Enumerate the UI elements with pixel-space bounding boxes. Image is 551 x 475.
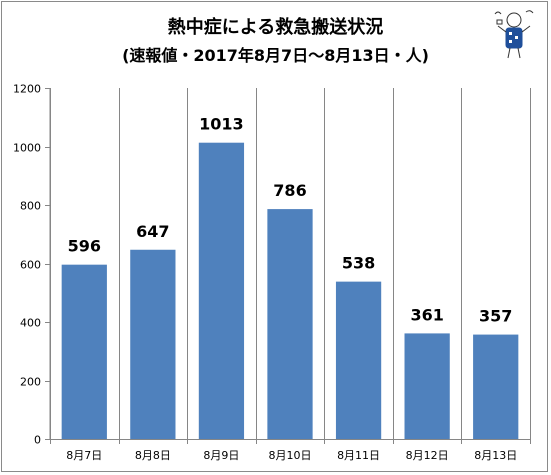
- y-tick-label: 600: [20, 259, 41, 272]
- bar: [473, 334, 519, 439]
- bar: [267, 209, 313, 439]
- data-label: 647: [136, 222, 169, 241]
- bar: [404, 333, 450, 439]
- data-label: 1013: [199, 115, 244, 134]
- y-tick-label: 1200: [13, 83, 41, 96]
- chart-subtitle: (速報値・2017年8月7日～8月13日・人): [122, 46, 429, 65]
- bar: [198, 142, 245, 439]
- x-tick-label: 8月10日: [269, 449, 312, 462]
- data-label: 357: [479, 307, 512, 326]
- y-tick-label: 0: [34, 434, 41, 447]
- data-label: 596: [68, 237, 101, 256]
- bar: [335, 281, 382, 439]
- bar: [130, 249, 176, 439]
- data-label: 538: [342, 254, 375, 273]
- bar: [61, 264, 107, 439]
- y-tick-label: 1000: [13, 142, 41, 155]
- x-tick-label: 8月11日: [337, 449, 380, 462]
- x-tick-label: 8月12日: [406, 449, 449, 462]
- x-tick-label: 8月7日: [66, 449, 102, 462]
- x-tick-label: 8月13日: [474, 449, 517, 462]
- mascot-illustration: [494, 10, 534, 59]
- data-label: 786: [273, 181, 306, 200]
- y-tick-label: 800: [20, 200, 41, 213]
- y-tick-label: 400: [20, 317, 41, 330]
- x-tick-label: 8月8日: [135, 449, 171, 462]
- data-label: 361: [410, 305, 443, 324]
- chart-title: 熱中症による救急搬送状況: [167, 17, 384, 38]
- y-tick-label: 200: [20, 376, 41, 389]
- x-tick-label: 8月9日: [203, 449, 239, 462]
